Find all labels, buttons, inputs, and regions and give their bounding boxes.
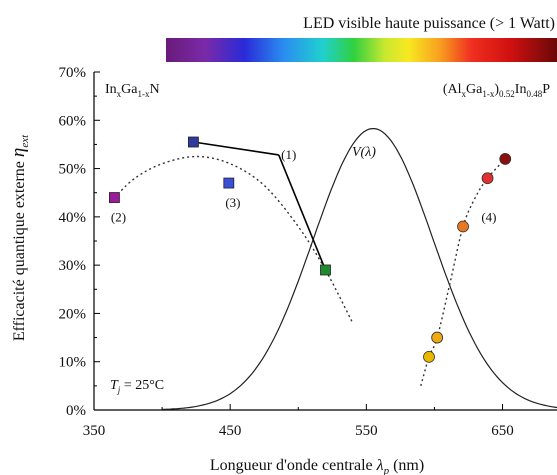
- trend-curves: [113, 155, 506, 387]
- spectrum-bar: [166, 38, 557, 62]
- x-tick-label: 550: [355, 423, 378, 439]
- annotations: (1) (2) (3) (4): [111, 147, 497, 225]
- y-axis-label: Efficacité quantique externe ηext: [8, 134, 31, 341]
- x-axis-label: Longueur d'onde centrale λp (nm): [210, 457, 424, 475]
- y-tick-label: 40%: [59, 210, 87, 226]
- trend-curve: [113, 155, 354, 324]
- annotation-label: (1): [281, 147, 296, 162]
- x-tick-label: 650: [491, 423, 514, 439]
- y-tick-label: 10%: [59, 355, 87, 371]
- algainp-point: [481, 172, 494, 185]
- annotation-leader: [193, 141, 279, 156]
- algainp-point: [499, 153, 512, 165]
- y-tick-label: 20%: [59, 306, 87, 322]
- y-tick-label: 0%: [66, 403, 86, 419]
- v-lambda-label: V(λ): [352, 145, 376, 160]
- y-axis-ticks: 0% 10% 20% 30% 40% 50% 60% 70%: [59, 65, 100, 419]
- annotation-label: (2): [111, 210, 126, 225]
- annotation-leader: [277, 154, 327, 271]
- y-tick-label: 50%: [59, 162, 87, 178]
- axes: [93, 72, 557, 411]
- algainp-point: [431, 331, 444, 344]
- algainp-point: [457, 220, 469, 233]
- algainp-point: [423, 350, 435, 363]
- data-points: [109, 136, 512, 363]
- annotation-label: (3): [225, 195, 240, 210]
- x-tick-label: 450: [219, 423, 242, 439]
- trend-curve: [420, 158, 506, 387]
- material-right-label: (AlxGa1-x)0.52In0.48P: [443, 82, 550, 99]
- y-tick-label: 30%: [59, 258, 87, 274]
- ingan-point: [109, 192, 120, 203]
- y-tick-label: 60%: [59, 113, 87, 129]
- ingan-point: [188, 136, 199, 148]
- temperature-label: Tj = 25°C: [110, 378, 164, 395]
- v-lambda-curve: [162, 128, 557, 410]
- material-left-label: InxGa1-xN: [105, 82, 160, 99]
- annotation-label: (4): [481, 210, 496, 225]
- ingan-point: [320, 264, 331, 276]
- ingan-point: [223, 177, 235, 189]
- x-axis-ticks: 350 450 550 650: [83, 404, 514, 439]
- x-tick-label: 350: [83, 423, 106, 439]
- y-tick-label: 70%: [59, 65, 87, 81]
- annotation-leaders: [193, 141, 327, 271]
- chart-title: LED visible haute puissance (> 1 Watt): [303, 15, 555, 32]
